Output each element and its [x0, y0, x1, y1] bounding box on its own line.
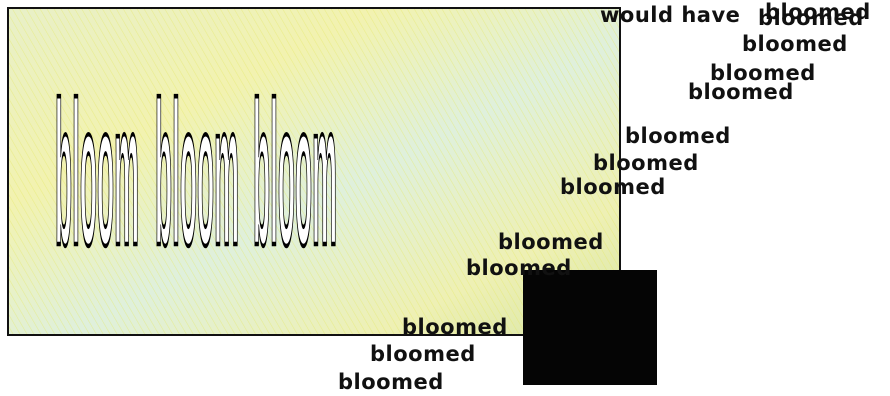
tall-word: bloom: [253, 61, 337, 289]
tall-word-group: bloom: [155, 61, 239, 289]
artwork: bloombloombloom would havebloomedbloomed…: [0, 0, 890, 396]
word: bloomed: [742, 32, 848, 56]
word: bloomed: [498, 230, 604, 254]
tall-word-group: bloom: [55, 61, 139, 289]
word: bloomed: [625, 124, 731, 148]
word: bloomed: [338, 370, 444, 394]
black-square: [523, 270, 657, 385]
tall-word: bloom: [55, 61, 139, 289]
word: bloomed: [758, 6, 864, 30]
tall-word: bloom: [155, 61, 239, 289]
word: bloomed: [560, 175, 666, 199]
word: bloomed: [466, 256, 572, 280]
tall-word-group: bloom: [253, 61, 337, 289]
word: bloomed: [402, 315, 508, 339]
word: bloomed: [593, 151, 699, 175]
word: bloomed: [370, 342, 476, 366]
lead-text: would have: [600, 3, 740, 27]
word: bloomed: [688, 80, 794, 104]
